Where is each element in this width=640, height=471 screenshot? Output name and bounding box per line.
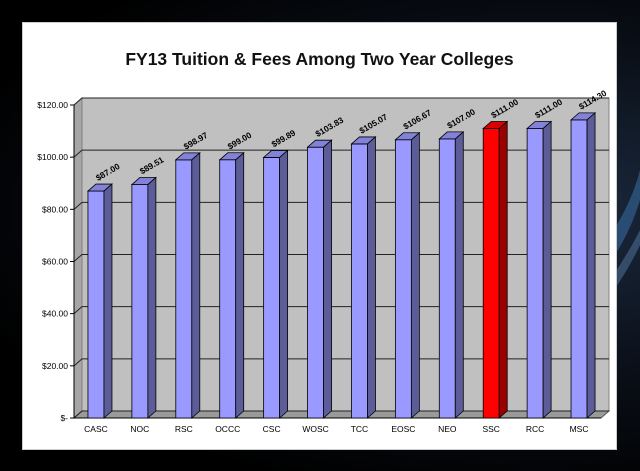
bar-front bbox=[219, 159, 237, 419]
bar bbox=[86, 183, 114, 419]
bar bbox=[174, 151, 201, 419]
gridline bbox=[73, 149, 609, 158]
y-tick-label: $20.00 bbox=[42, 361, 68, 371]
bar bbox=[306, 139, 333, 419]
bar-front bbox=[351, 143, 368, 419]
y-tick-label: $- bbox=[60, 413, 68, 423]
bar bbox=[526, 120, 553, 419]
x-tick-label: NEO bbox=[438, 424, 457, 434]
bar-front bbox=[175, 159, 193, 419]
bar-side bbox=[498, 120, 508, 419]
bar bbox=[569, 111, 597, 419]
x-tick-label: TCC bbox=[351, 424, 368, 434]
bar bbox=[218, 151, 245, 419]
bar bbox=[350, 136, 377, 419]
bar-side bbox=[103, 183, 113, 419]
bar-front bbox=[87, 190, 105, 419]
bar bbox=[482, 120, 509, 419]
x-tick-label: OCCC bbox=[215, 424, 240, 434]
x-tick-label: NOC bbox=[130, 424, 149, 434]
x-tick-label: EOSC bbox=[391, 424, 415, 434]
bar-side bbox=[367, 136, 376, 419]
y-tick-label: $40.00 bbox=[42, 309, 68, 319]
bar-front bbox=[526, 128, 544, 419]
bar-side bbox=[454, 131, 464, 419]
x-tick-label: CASC bbox=[84, 424, 108, 434]
x-tick-label: RCC bbox=[526, 424, 544, 434]
gridline bbox=[73, 201, 609, 210]
bar-front bbox=[307, 146, 324, 419]
x-tick-label: RSC bbox=[175, 424, 193, 434]
y-tick-label: $60.00 bbox=[42, 257, 68, 267]
bar bbox=[438, 131, 465, 419]
bar-front bbox=[570, 119, 588, 419]
bar bbox=[130, 176, 157, 419]
bar-side bbox=[279, 149, 289, 419]
bar-side bbox=[323, 139, 332, 419]
y-tick-label: $100.00 bbox=[37, 152, 68, 162]
bar bbox=[394, 131, 421, 419]
gridline bbox=[73, 306, 609, 315]
gridline bbox=[73, 410, 609, 419]
bar-front bbox=[131, 184, 149, 419]
bar-side bbox=[147, 176, 157, 419]
bar-side bbox=[586, 111, 596, 419]
chart-panel: FY13 Tuition & Fees Among Two Year Colle… bbox=[22, 22, 617, 450]
bar-side bbox=[235, 151, 245, 419]
bar-side bbox=[542, 120, 552, 419]
bar-side bbox=[410, 131, 420, 419]
bar-front bbox=[263, 157, 281, 419]
bar-front bbox=[482, 128, 500, 419]
y-tick-label: $80.00 bbox=[42, 204, 68, 214]
bar-front bbox=[438, 138, 456, 419]
bar-side bbox=[191, 151, 201, 419]
bar-front bbox=[394, 139, 412, 419]
y-tick-label: $120.00 bbox=[37, 100, 68, 110]
x-tick-label: MSC bbox=[570, 424, 589, 434]
gridline bbox=[73, 97, 609, 106]
bar-chart: $- $20.00 $40.00 $60.00 $80.00 $100.00 $120.00… bbox=[37, 88, 611, 434]
gridline bbox=[73, 358, 609, 367]
x-tick-label: CSC bbox=[263, 424, 281, 434]
chart-title: FY13 Tuition & Fees Among Two Year Colle… bbox=[125, 49, 514, 69]
x-tick-label: SSC bbox=[482, 424, 499, 434]
bar bbox=[262, 149, 289, 419]
x-tick-label: WOSC bbox=[302, 424, 328, 434]
gridline bbox=[73, 254, 609, 262]
